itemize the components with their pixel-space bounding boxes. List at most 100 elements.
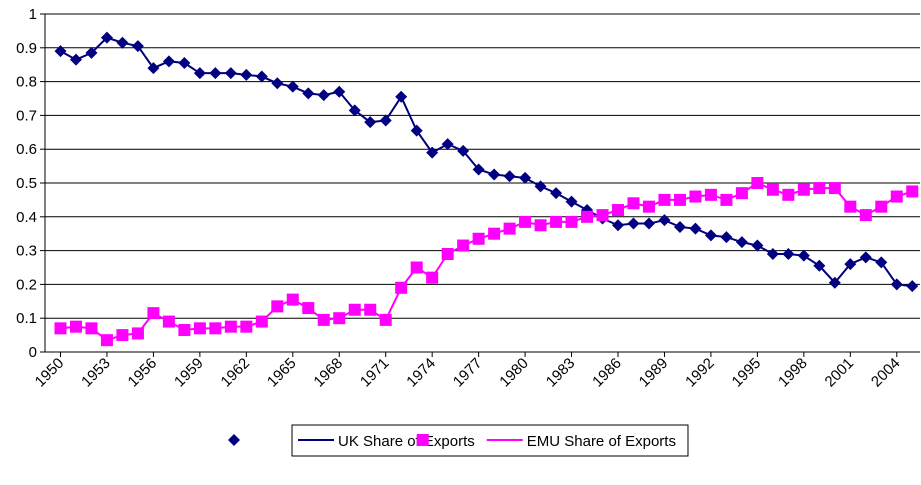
data-point [488, 168, 501, 181]
y-tick-label: 0.3 [16, 243, 37, 260]
data-point [426, 146, 439, 159]
x-tick-label: 1962 [218, 355, 254, 391]
x-tick-label: 1974 [403, 355, 439, 391]
data-point [596, 209, 609, 222]
data-point [410, 124, 423, 137]
data-point [100, 31, 113, 44]
data-point [550, 215, 563, 228]
y-tick-label: 0.4 [16, 209, 37, 226]
data-point [565, 195, 578, 208]
data-point [689, 222, 702, 235]
data-point [658, 214, 671, 227]
data-point [100, 334, 113, 347]
data-point [209, 67, 222, 80]
data-point [54, 45, 67, 58]
data-point [364, 116, 377, 129]
data-point [255, 315, 268, 328]
data-point [735, 236, 748, 249]
data-point [534, 180, 547, 193]
data-point [642, 200, 655, 213]
data-point [147, 62, 160, 75]
data-point [302, 87, 315, 100]
data-point [224, 320, 237, 333]
data-point [782, 247, 795, 260]
legend-label: EMU Share of Exports [527, 433, 676, 450]
data-point [534, 219, 547, 232]
y-tick-label: 0.7 [16, 107, 37, 124]
data-point [782, 188, 795, 201]
data-point [550, 187, 563, 200]
x-tick-label: 1998 [775, 355, 811, 391]
data-point [828, 182, 841, 195]
data-point [116, 329, 129, 342]
data-point [720, 193, 733, 206]
data-point [147, 307, 160, 320]
data-point [441, 138, 454, 151]
series-line [60, 181, 913, 342]
x-tick-label: 1992 [682, 355, 718, 391]
data-point [131, 327, 144, 340]
data-point [364, 303, 377, 316]
data-point [735, 187, 748, 200]
legend-label: UK Share of Exports [338, 433, 475, 450]
data-point [813, 259, 826, 272]
data-point [844, 200, 857, 213]
data-point [503, 222, 516, 235]
x-tick-label: 2001 [822, 355, 858, 391]
data-point [766, 247, 779, 260]
x-tick-label: 1980 [496, 355, 532, 391]
data-point [240, 320, 253, 333]
data-point [627, 217, 640, 230]
y-tick-label: 0.9 [16, 40, 37, 57]
data-point [720, 231, 733, 244]
y-tick-label: 0.2 [16, 276, 37, 293]
data-point [85, 46, 98, 59]
data-point [797, 249, 810, 262]
data-point [379, 313, 392, 326]
data-point [69, 53, 82, 66]
legend: UK Share of Exports EMU Share of Exports [291, 424, 689, 457]
y-tick-label: 0.1 [16, 310, 37, 327]
data-point [457, 144, 470, 157]
data-point [54, 322, 67, 335]
x-tick-label: 1989 [636, 355, 672, 391]
data-point [519, 215, 532, 228]
data-point [519, 171, 532, 184]
data-point [178, 57, 191, 70]
data-point [612, 204, 625, 217]
data-point [859, 209, 872, 222]
series-line [60, 36, 913, 288]
data-point [317, 89, 330, 102]
data-point [162, 55, 175, 68]
data-point [193, 67, 206, 80]
data-point [488, 227, 501, 240]
data-point [348, 104, 361, 117]
data-point [302, 302, 315, 315]
data-point [472, 163, 485, 176]
data-point [751, 239, 764, 252]
data-point [581, 210, 594, 223]
y-tick-label: 0.6 [16, 141, 37, 158]
data-point [69, 320, 82, 333]
data-point [503, 170, 516, 183]
x-tick-label: 1956 [125, 355, 161, 391]
data-point [255, 70, 268, 83]
data-point [209, 322, 222, 335]
data-point [906, 185, 919, 198]
data-point [627, 197, 640, 210]
data-point [689, 190, 702, 203]
data-point [472, 232, 485, 245]
data-point [85, 322, 98, 335]
data-point [890, 278, 903, 291]
data-point [286, 293, 299, 306]
data-point [162, 315, 175, 328]
data-point [658, 193, 671, 206]
x-tick-label: 1983 [543, 355, 579, 391]
x-tick-label: 1986 [589, 355, 625, 391]
data-point [193, 322, 206, 335]
y-tick-label: 0.8 [16, 74, 37, 91]
x-tick-label: 1971 [357, 355, 393, 391]
data-point [317, 313, 330, 326]
data-point [704, 229, 717, 242]
